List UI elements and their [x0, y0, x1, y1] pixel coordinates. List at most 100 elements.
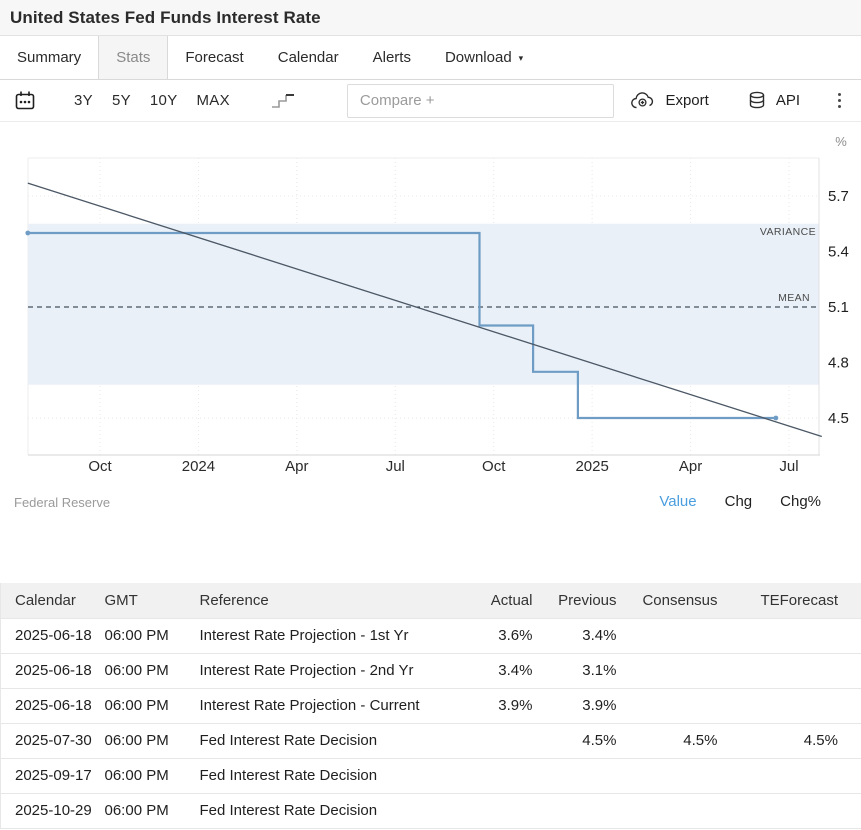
chevron-down-icon: ▾	[518, 53, 524, 63]
cell-calendar: 2025-06-18	[0, 687, 105, 723]
kebab-icon	[838, 93, 841, 96]
link-chg[interactable]: Chg	[724, 493, 753, 510]
cell-actual	[479, 792, 547, 829]
cell-actual: 3.4%	[479, 652, 547, 688]
cell-consensus	[630, 687, 732, 723]
cell-actual	[479, 722, 547, 758]
date-range-picker-button[interactable]	[14, 90, 36, 112]
x-axis-tick-label: Oct	[482, 458, 506, 475]
mean-label: MEAN	[778, 292, 810, 304]
export-button[interactable]: Export	[630, 91, 709, 110]
title-bar: United States Fed Funds Interest Rate	[0, 0, 861, 36]
cell-reference: Interest Rate Projection - 2nd Yr	[199, 652, 480, 688]
tab-summary[interactable]: Summary	[17, 49, 82, 66]
trend-line-series	[27, 182, 822, 438]
cell-reference: Fed Interest Rate Decision	[199, 757, 480, 793]
cell-previous	[546, 792, 631, 829]
step-line-start-marker	[25, 230, 31, 236]
table-row: 2025-10-29 06:00 PM Fed Interest Rate Deci…	[0, 792, 861, 829]
variance-band	[28, 223, 819, 385]
y-axis-tick-label: 5.1	[828, 299, 849, 316]
cell-consensus	[630, 757, 732, 793]
compare-input[interactable]	[346, 83, 614, 118]
x-axis-tick-label: Apr	[679, 458, 702, 475]
y-axis-unit-label: %	[835, 134, 847, 149]
cell-gmt: 06:00 PM	[104, 617, 200, 653]
cell-reference: Interest Rate Projection - Current	[199, 687, 480, 723]
col-previous: Previous	[546, 583, 631, 618]
y-axis-tick-label: 4.5	[828, 410, 849, 427]
cell-gmt: 06:00 PM	[104, 757, 200, 793]
cell-previous: 3.1%	[546, 652, 631, 688]
cell-teforecast	[731, 652, 861, 688]
cell-gmt: 06:00 PM	[104, 722, 200, 758]
tab-stats[interactable]: Stats	[98, 36, 169, 79]
cell-calendar: 2025-09-17	[0, 757, 105, 793]
tab-forecast[interactable]: Forecast	[185, 49, 244, 66]
cell-reference: Fed Interest Rate Decision	[199, 722, 480, 758]
chart-source: Federal Reserve	[14, 495, 111, 510]
tab-download[interactable]: Download ▾	[444, 49, 524, 66]
x-axis-tick-label: 2024	[182, 458, 215, 475]
x-axis-tick-label: Oct	[88, 458, 112, 475]
tab-alerts[interactable]: Alerts	[372, 49, 411, 66]
calendar-table: Calendar GMT Reference Actual Previous C…	[0, 583, 861, 829]
col-reference: Reference	[199, 583, 480, 618]
range-10y-button[interactable]: 10Y	[149, 92, 178, 109]
cell-consensus	[630, 792, 732, 829]
step-line-icon	[271, 93, 294, 108]
cell-actual: 3.9%	[479, 687, 547, 723]
cell-teforecast	[731, 617, 861, 653]
table-row: 2025-06-18 06:00 PM Interest Rate Projecti…	[0, 652, 861, 688]
table-row: 2025-06-18 06:00 PM Interest Rate Projecti…	[0, 687, 861, 723]
y-axis-tick-label: 5.4	[828, 244, 849, 261]
cloud-export-icon	[631, 91, 654, 108]
link-chg-pct[interactable]: Chg%	[780, 493, 821, 510]
cell-teforecast	[731, 687, 861, 723]
cell-calendar: 2025-06-18	[0, 652, 105, 688]
cell-teforecast: 4.5%	[731, 722, 861, 758]
table-header-row: Calendar GMT Reference Actual Previous C…	[0, 583, 861, 618]
cell-teforecast	[731, 792, 861, 829]
table-row: 2025-07-30 06:00 PM Fed Interest Rate Deci…	[0, 722, 861, 758]
range-5y-button[interactable]: 5Y	[111, 92, 131, 109]
step-line-end-marker	[773, 415, 779, 421]
cell-actual	[479, 757, 547, 793]
tab-calendar[interactable]: Calendar	[277, 49, 339, 66]
table-row: 2025-09-17 06:00 PM Fed Interest Rate Deci…	[0, 757, 861, 793]
api-button[interactable]: API	[747, 91, 800, 111]
more-options-button[interactable]	[832, 90, 847, 112]
cell-reference: Fed Interest Rate Decision	[199, 792, 480, 829]
range-3y-button[interactable]: 3Y	[74, 92, 93, 109]
cell-previous	[546, 757, 631, 793]
cell-consensus	[630, 652, 732, 688]
cell-reference: Interest Rate Projection - 1st Yr	[199, 617, 480, 653]
cell-calendar: 2025-06-18	[0, 617, 105, 653]
cell-consensus: 4.5%	[630, 722, 732, 758]
chart-area: VARIANCE MEAN 5.7 5.4 5.1 4.8 4.5 Oct 2024 Apr Jul…	[0, 125, 861, 514]
rate-chart[interactable]: VARIANCE MEAN 5.7 5.4 5.1 4.8 4.5 Oct 2024 Apr Jul…	[0, 125, 861, 480]
database-icon	[749, 91, 765, 108]
col-consensus: Consensus	[630, 583, 732, 618]
x-axis-tick-label: Jul	[779, 458, 798, 475]
link-value[interactable]: Value	[659, 493, 697, 510]
chart-toolbar: 3Y 5Y 10Y MAX Export	[0, 80, 861, 122]
y-axis-tick-label: 4.8	[828, 355, 849, 372]
tab-bar: Summary Stats Forecast Calendar Alerts D…	[0, 36, 861, 80]
x-axis-tick-label: Apr	[285, 458, 308, 475]
series-mode-links: Value Chg Chg%	[631, 493, 821, 510]
range-buttons: 3Y 5Y 10Y MAX	[74, 92, 249, 109]
cell-previous: 3.9%	[546, 687, 631, 723]
cell-consensus	[630, 617, 732, 653]
table-row: 2025-06-18 06:00 PM Interest Rate Projecti…	[0, 617, 861, 653]
cell-gmt: 06:00 PM	[104, 792, 200, 829]
col-actual: Actual	[479, 583, 547, 618]
col-calendar: Calendar	[0, 583, 105, 618]
range-max-button[interactable]: MAX	[196, 92, 230, 109]
col-teforecast: TEForecast	[731, 583, 861, 618]
cell-calendar: 2025-07-30	[0, 722, 105, 758]
col-gmt: GMT	[104, 583, 200, 618]
cell-teforecast	[731, 757, 861, 793]
calendar-icon	[15, 91, 35, 109]
chart-type-button[interactable]	[271, 93, 295, 109]
